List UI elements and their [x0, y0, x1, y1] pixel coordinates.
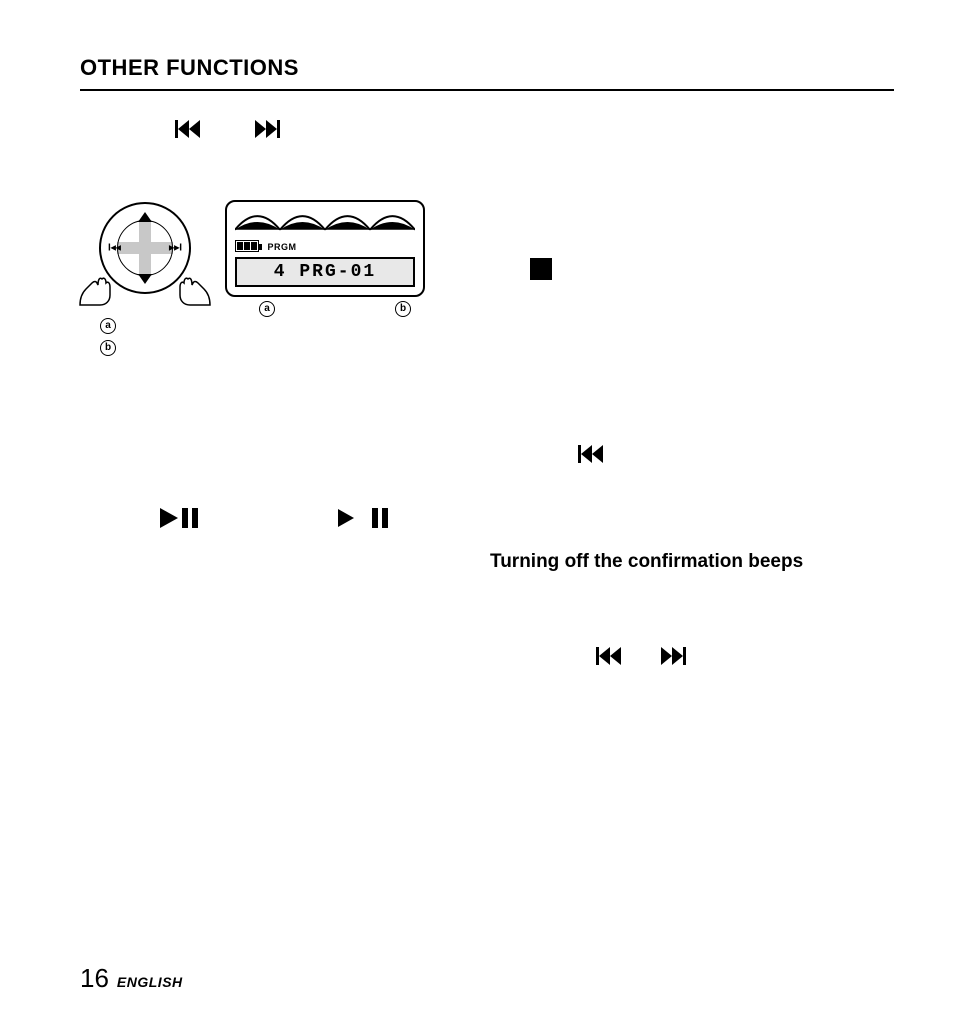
skip-forward-icon: [255, 120, 280, 138]
prgm-label: PRGM: [267, 242, 296, 252]
skip-back-icon: [175, 120, 200, 138]
header-divider: [80, 89, 894, 91]
lcd-display-text: 4 PRG-01: [235, 257, 415, 287]
stop-icon: [530, 258, 552, 280]
pause-icon: [372, 508, 388, 528]
skip-forward-icon: [661, 647, 686, 665]
hand-right-icon: [170, 269, 212, 307]
skip-icons-bottom-row: [596, 647, 686, 665]
page-number: 16: [80, 963, 109, 994]
play-pause-combined-icon: [160, 508, 198, 528]
lcd-wave-icon: [235, 208, 415, 232]
play-then-pause-icons: [338, 508, 388, 528]
play-icon: [338, 509, 354, 527]
disc-controller-figure: I◂◂ ▸▸I: [80, 200, 210, 305]
skip-back-mid-icon: [578, 445, 603, 468]
battery-icon: [235, 240, 259, 252]
callout-list: a b: [100, 318, 116, 362]
skip-back-icon: [596, 647, 621, 665]
figure-row: I◂◂ ▸▸I PRGM: [80, 200, 425, 321]
section-subtitle: Turning off the confirmation beeps: [490, 551, 803, 573]
lcd-callout-a: a: [259, 301, 275, 317]
list-label-b: b: [100, 340, 116, 356]
list-label-a: a: [100, 318, 116, 334]
skip-icons-top-row: [175, 120, 280, 138]
page-footer: 16 ENGLISH: [80, 963, 183, 994]
lcd-callout-b: b: [395, 301, 411, 317]
lcd-figure: PRGM 4 PRG-01 a b: [225, 200, 425, 321]
page-title: OTHER FUNCTIONS: [80, 55, 894, 81]
footer-language: ENGLISH: [117, 974, 183, 990]
disc-skip-forward-icon: ▸▸I: [169, 243, 182, 254]
play-pause-row: [160, 508, 388, 528]
disc-skip-back-icon: I◂◂: [108, 243, 121, 254]
hand-left-icon: [78, 269, 120, 307]
